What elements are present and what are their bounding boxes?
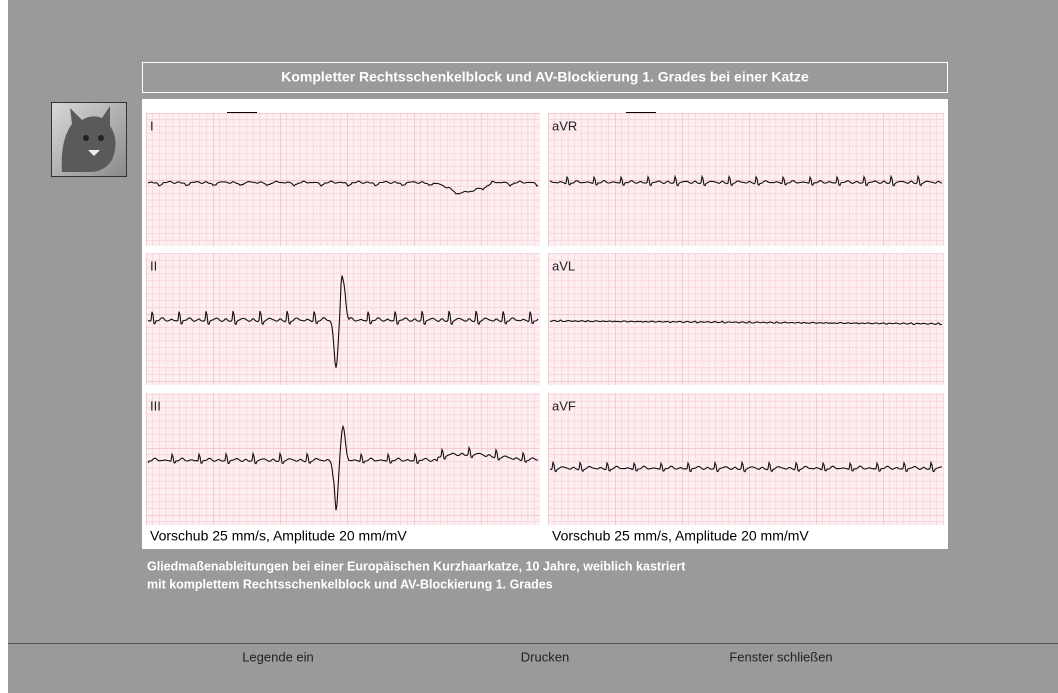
lead-label: II <box>150 258 157 273</box>
caption-line: mit komplettem Rechtsschenkelblock und A… <box>147 577 553 591</box>
ecg-strip <box>146 393 540 525</box>
ecg-strip <box>146 113 540 246</box>
lead-label: III <box>150 398 161 413</box>
panel-footer: Vorschub 25 mm/s, Amplitude 20 mm/mV <box>552 528 809 544</box>
left-edge <box>0 0 8 693</box>
caption-line: Gliedmaßenableitungen bei einer Europäis… <box>147 559 686 573</box>
page: Kompletter Rechtsschenkelblock und AV-Bl… <box>0 0 1058 693</box>
legend-button[interactable]: Legende ein <box>242 649 314 664</box>
screen: Kompletter Rechtsschenkelblock und AV-Bl… <box>0 0 1058 693</box>
ecg-strip <box>548 113 944 246</box>
cat-photo <box>52 103 127 177</box>
panel-footer: Vorschub 25 mm/s, Amplitude 20 mm/mV <box>150 528 407 544</box>
lead-label: aVL <box>552 258 575 273</box>
print-button[interactable]: Drucken <box>521 649 569 664</box>
ecg-strip <box>548 393 944 525</box>
lead-label: I <box>150 118 154 133</box>
lead-label: aVF <box>552 398 576 413</box>
lead-label: aVR <box>552 118 577 133</box>
ecg-strip <box>548 253 944 385</box>
title: Kompletter Rechtsschenkelblock und AV-Bl… <box>281 69 809 85</box>
close-button[interactable]: Fenster schließen <box>729 649 832 664</box>
